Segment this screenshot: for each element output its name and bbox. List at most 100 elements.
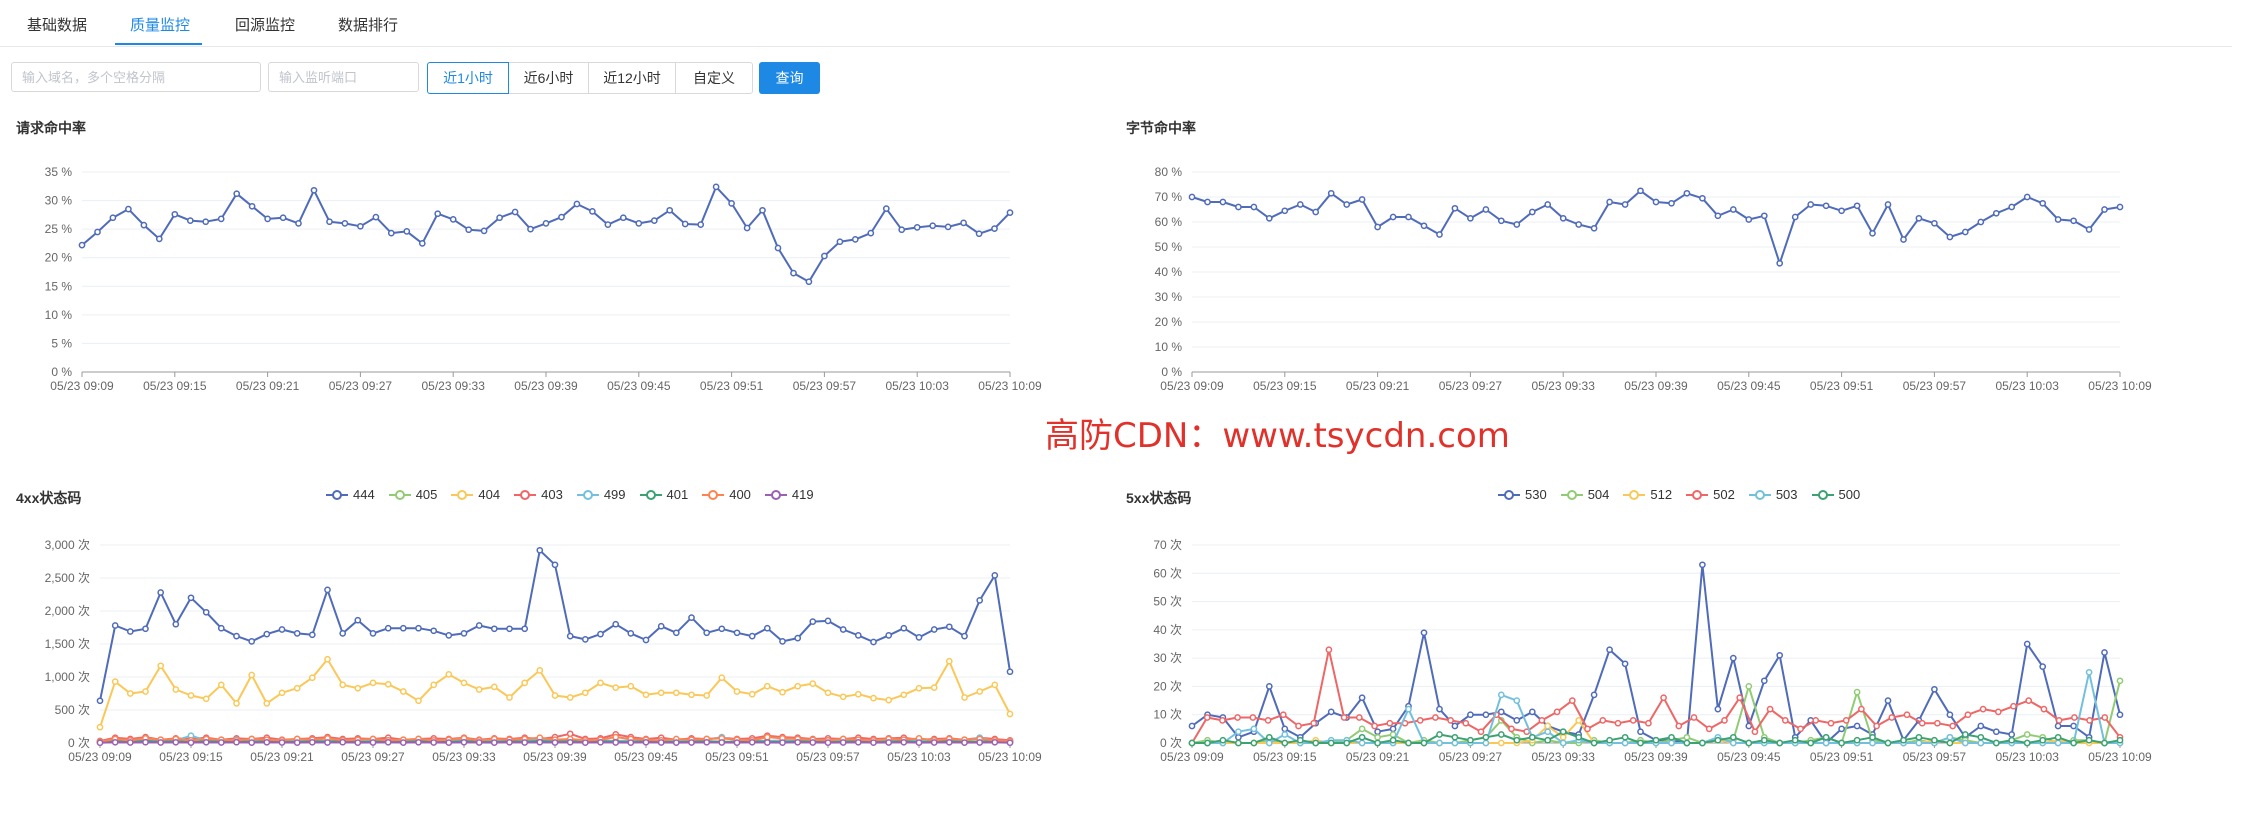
data-point[interactable] <box>666 206 674 214</box>
data-point[interactable] <box>1606 646 1613 654</box>
data-point[interactable] <box>308 738 316 746</box>
data-point[interactable] <box>763 624 771 632</box>
data-point[interactable] <box>1699 561 1706 569</box>
data-point[interactable] <box>2070 722 2077 730</box>
data-point[interactable] <box>1690 714 1698 721</box>
data-point[interactable] <box>1637 728 1644 736</box>
data-point[interactable] <box>1355 714 1363 721</box>
data-point[interactable] <box>1915 733 1923 741</box>
data-point[interactable] <box>1451 722 1459 730</box>
data-point[interactable] <box>867 229 875 237</box>
data-point[interactable] <box>1371 722 1378 730</box>
data-point[interactable] <box>445 739 453 746</box>
data-point[interactable] <box>1797 725 1804 733</box>
data-point[interactable] <box>794 682 802 690</box>
data-point[interactable] <box>1281 207 1289 215</box>
data-point[interactable] <box>279 214 287 222</box>
data-point[interactable] <box>1204 739 1211 747</box>
data-point[interactable] <box>263 630 271 638</box>
data-point[interactable] <box>870 638 877 646</box>
data-point[interactable] <box>2008 736 2016 744</box>
data-point[interactable] <box>1977 733 1985 741</box>
data-point[interactable] <box>2010 702 2017 710</box>
data-point[interactable] <box>1915 739 1923 747</box>
data-point[interactable] <box>900 738 908 746</box>
data-point[interactable] <box>295 220 302 227</box>
data-point[interactable] <box>326 218 333 226</box>
data-point[interactable] <box>521 679 529 687</box>
data-point[interactable] <box>430 739 438 746</box>
data-point[interactable] <box>217 215 225 223</box>
data-point[interactable] <box>1235 733 1242 741</box>
data-point[interactable] <box>1528 708 1536 716</box>
data-point[interactable] <box>913 224 921 231</box>
data-point[interactable] <box>2039 663 2047 670</box>
data-point[interactable] <box>1714 212 1722 220</box>
data-point[interactable] <box>763 682 771 690</box>
data-point[interactable] <box>96 723 104 731</box>
data-point[interactable] <box>945 623 953 631</box>
data-point[interactable] <box>1614 719 1622 727</box>
data-point[interactable] <box>248 638 256 645</box>
data-point[interactable] <box>703 692 711 699</box>
data-point[interactable] <box>1281 725 1289 733</box>
data-point[interactable] <box>1781 717 1789 724</box>
data-point[interactable] <box>2101 649 2108 656</box>
data-point[interactable] <box>339 630 347 637</box>
data-point[interactable] <box>1249 714 1257 721</box>
data-point[interactable] <box>1873 722 1880 730</box>
data-point[interactable] <box>1869 733 1876 741</box>
data-point[interactable] <box>202 738 210 746</box>
data-point[interactable] <box>415 624 422 632</box>
data-point[interactable] <box>1281 739 1289 747</box>
data-point[interactable] <box>1931 685 1938 693</box>
tab-basic-data[interactable]: 基础数据 <box>27 17 88 34</box>
data-point[interactable] <box>384 680 392 688</box>
data-point[interactable] <box>759 206 766 214</box>
data-point[interactable] <box>217 624 225 632</box>
data-point[interactable] <box>945 657 953 665</box>
data-point[interactable] <box>172 620 180 628</box>
data-point[interactable] <box>1977 739 1985 747</box>
data-point[interactable] <box>612 733 620 741</box>
tab-origin-monitor[interactable]: 回源监控 <box>235 17 296 34</box>
data-point[interactable] <box>900 624 908 632</box>
data-point[interactable] <box>126 739 134 746</box>
data-point[interactable] <box>2085 668 2093 676</box>
data-point[interactable] <box>805 278 813 286</box>
data-point[interactable] <box>1389 213 1397 221</box>
data-point[interactable] <box>2023 193 2031 201</box>
data-point[interactable] <box>657 622 665 630</box>
data-point[interactable] <box>885 739 893 746</box>
data-point[interactable] <box>1203 714 1211 721</box>
data-point[interactable] <box>809 680 817 687</box>
data-point[interactable] <box>202 218 210 226</box>
data-point[interactable] <box>264 215 271 223</box>
data-point[interactable] <box>1295 722 1302 730</box>
data-point[interactable] <box>1389 725 1397 733</box>
data-point[interactable] <box>1312 208 1320 216</box>
data-point[interactable] <box>1776 739 1784 747</box>
data-point[interactable] <box>1451 733 1459 741</box>
data-point[interactable] <box>96 697 104 705</box>
data-point[interactable] <box>1949 722 1957 730</box>
data-point[interactable] <box>1559 728 1567 736</box>
data-point[interactable] <box>824 739 832 746</box>
data-point[interactable] <box>324 655 331 663</box>
data-point[interactable] <box>1482 206 1490 213</box>
data-point[interactable] <box>369 679 377 687</box>
data-point[interactable] <box>657 739 665 746</box>
data-point[interactable] <box>506 694 513 701</box>
data-point[interactable] <box>78 241 86 249</box>
data-point[interactable] <box>1006 209 1014 216</box>
data-point[interactable] <box>369 739 377 746</box>
data-point[interactable] <box>1729 206 1737 213</box>
legend-item-499[interactable]: 499 <box>576 487 626 502</box>
data-point[interactable] <box>126 690 134 697</box>
data-point[interactable] <box>612 620 620 628</box>
data-point[interactable] <box>1544 728 1552 736</box>
data-point[interactable] <box>187 594 195 602</box>
legend-item-400[interactable]: 400 <box>702 487 751 502</box>
data-point[interactable] <box>1599 717 1607 724</box>
data-point[interactable] <box>1405 705 1412 713</box>
